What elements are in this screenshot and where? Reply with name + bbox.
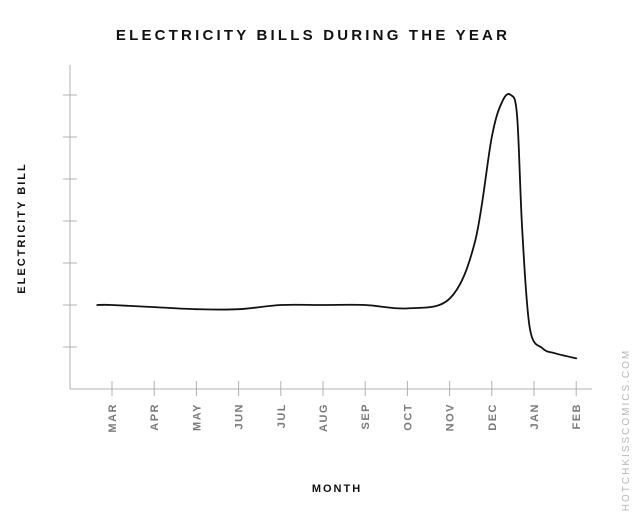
x-tick-label: OCT <box>402 403 414 431</box>
y-axis-label: ELECTRICITY BILL <box>16 162 28 293</box>
x-tick-label: AUG <box>318 403 330 432</box>
x-tick-label: MAY <box>191 403 203 431</box>
chart-title: ELECTRICITY BILLS DURING THE YEAR <box>116 27 510 44</box>
x-ticks <box>111 381 577 396</box>
x-tick-label: DEC <box>487 403 499 431</box>
series-line <box>96 93 578 360</box>
x-tick-labels: MAR APR MAY JUN JUL AUG SEP OCT NOV DEC JAN FEB <box>107 403 583 433</box>
x-tick-label: NOV <box>445 403 457 431</box>
x-tick-label: APR <box>149 403 161 431</box>
watermark: HOTCHKISSCOMICS.COM <box>621 349 632 511</box>
x-tick-label: JAN <box>529 403 541 430</box>
x-axis-label: MONTH <box>312 483 362 495</box>
x-tick-label: SEP <box>360 403 372 430</box>
y-ticks <box>63 94 77 348</box>
x-tick-label: MAR <box>107 403 119 433</box>
x-tick-label: FEB <box>571 403 583 430</box>
x-tick-label: JUL <box>276 403 288 428</box>
x-tick-label: JUN <box>234 403 246 430</box>
